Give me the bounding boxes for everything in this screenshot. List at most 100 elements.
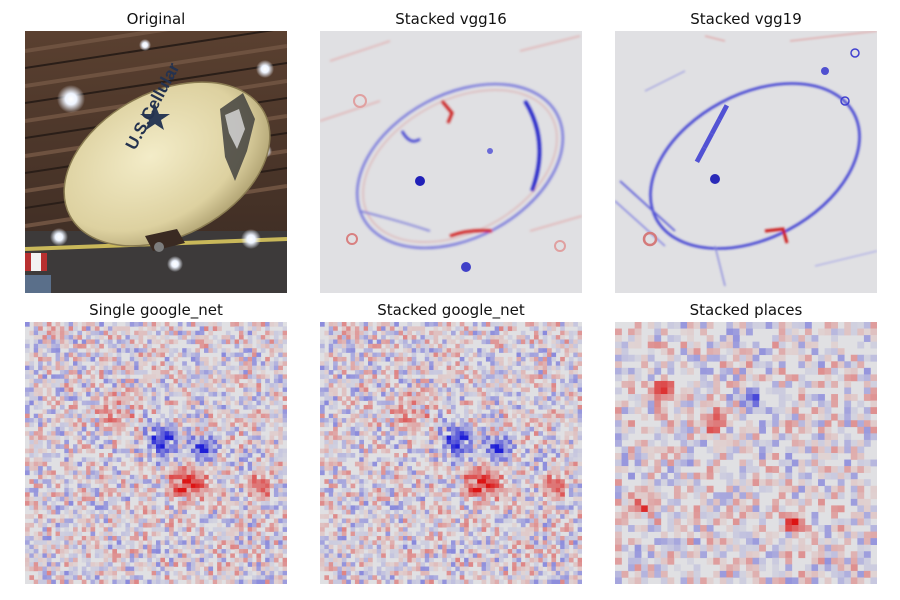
heatmap-cell [129,549,135,554]
heatmap-cell [81,492,87,497]
heatmap-cell [372,470,378,476]
heatmap-cell [182,453,187,458]
heatmap-cell [195,461,200,467]
heatmap-cell [177,549,183,554]
heatmap-cell [490,531,495,537]
heatmap-cell [499,448,504,454]
heatmap-cell [433,470,439,476]
heatmap-cell [247,426,253,432]
heatmap-cell [147,439,152,445]
heatmap-cell [341,527,347,532]
heatmap-cell [64,496,69,502]
heatmap-cell [577,483,582,489]
heatmap-cell [376,383,382,388]
heatmap-cell [252,535,257,541]
heatmap-cell [433,391,439,397]
heatmap-cell [503,343,509,349]
heatmap-cell [169,374,174,380]
heatmap-cell [416,361,421,366]
heatmap-cell [577,409,582,414]
saliency-map-stacked-google-net [320,322,582,584]
heatmap-cell [503,339,509,345]
heatmap-cell [51,448,56,454]
heatmap-cell [273,391,279,397]
heatmap-cell [472,326,478,332]
heatmap-cell [116,457,122,463]
heatmap-cell [424,492,430,497]
heatmap-cell [217,474,222,480]
heatmap-cell [420,326,426,332]
heatmap-cell [494,514,500,519]
heatmap-cell [402,409,408,414]
heatmap-cell [238,557,244,563]
heatmap-cell [547,457,552,463]
heatmap-cell [333,466,338,471]
heatmap-cell [164,348,170,353]
heatmap-cell [234,457,240,463]
heatmap-cell [260,479,266,484]
heatmap-cell [46,330,52,336]
heatmap-cell [350,535,356,541]
heatmap-cell [568,330,574,336]
heatmap-cell [260,418,266,423]
heatmap-cell [81,540,87,545]
heatmap-cell [424,409,430,414]
heatmap-cell [199,540,205,545]
heatmap-cell [256,522,262,528]
heatmap-cell [260,579,266,584]
heatmap-cell [464,470,469,476]
heatmap-cell [333,426,338,432]
heatmap-cell [394,457,399,463]
heatmap-cell [341,343,347,349]
heatmap-cell [116,431,122,436]
heatmap-cell [260,391,266,397]
heatmap-cell [212,400,218,406]
heatmap-cell [204,422,209,428]
heatmap-cell [68,496,74,502]
heatmap-cell [477,492,482,497]
heatmap-cell [121,483,126,489]
heatmap-cell [398,439,404,445]
heatmap-cell [55,562,61,567]
heatmap-cell [533,330,539,336]
heatmap-cell [164,339,170,345]
heatmap-cell [230,339,235,345]
heatmap-cell [346,505,351,511]
heatmap-cell [407,365,412,371]
heatmap-cell [42,356,48,362]
heatmap-cell [542,339,548,345]
heatmap-cell [499,361,504,366]
heatmap-cell [433,466,439,471]
heatmap-cell [547,426,552,432]
heatmap-cell [564,431,570,436]
heatmap-cell [147,404,152,410]
heatmap-cell [468,448,474,454]
heatmap-cell [468,409,474,414]
heatmap-cell [328,370,334,375]
heatmap-cell [472,322,478,327]
heatmap-cell [468,457,474,463]
heatmap-cell [252,326,257,332]
heatmap-cell [208,378,214,384]
heatmap-cell [464,514,469,519]
heatmap-cell [103,570,109,576]
heatmap-cell [195,487,200,493]
heatmap-cell [477,409,482,414]
heatmap-cell [107,479,113,484]
heatmap-cell [459,470,465,476]
heatmap-cell [256,544,262,550]
heatmap-cell [372,501,378,506]
heatmap-cell [81,579,87,584]
heatmap-cell [103,535,109,541]
heatmap-cell [573,322,578,327]
heatmap-cell [99,470,104,476]
heatmap-cell [525,396,530,401]
heatmap-cell [512,535,517,541]
heatmap-cell [25,470,30,476]
heatmap-cell [516,396,522,401]
heatmap-cell [142,396,148,401]
heatmap-cell [516,383,522,388]
heatmap-cell [547,409,552,414]
heatmap-cell [64,409,69,414]
heatmap-cell [547,474,552,480]
